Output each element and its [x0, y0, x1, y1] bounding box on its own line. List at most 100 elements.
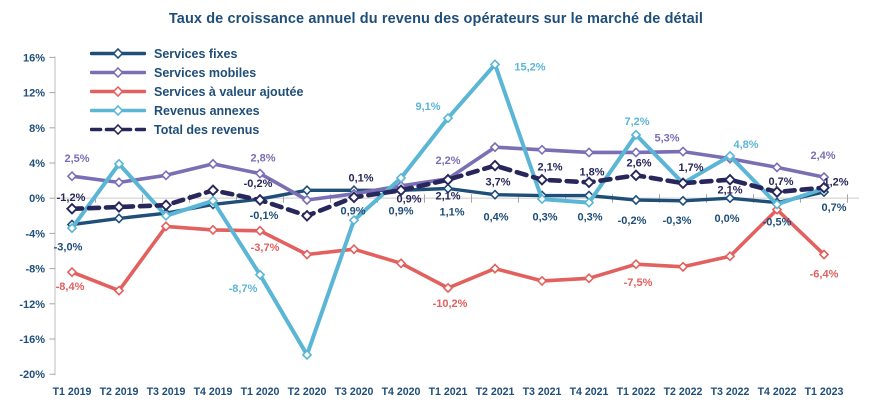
label-total-des-revenus-9: 3,7% [485, 177, 510, 189]
marker-total-des-revenus-1 [112, 200, 126, 214]
chart-title: Taux de croissance annuel du revenu des … [168, 11, 704, 27]
legend-label-total-des-revenus: Total des revenus [154, 122, 260, 137]
marker-revenus-annexes-1 [113, 158, 125, 170]
marker-total-des-revenus-2 [159, 199, 173, 212]
marker-total-des-revenus-5 [300, 209, 314, 222]
x-tick-11: T4 2021 [570, 386, 609, 398]
marker-services-mobiles-5 [301, 194, 313, 206]
marker-services-valeur-ajoutee-8 [442, 282, 454, 294]
marker-services-fixes-5 [301, 185, 313, 196]
x-tick-1: T2 2019 [100, 386, 139, 398]
marker-services-mobiles-1 [113, 177, 125, 188]
label-services-fixes-7: 0,9% [388, 205, 413, 217]
label-services-fixes-12: -0,2% [618, 215, 647, 227]
legend-item-services-mobiles: Services mobiles [90, 63, 303, 82]
label-services-fixes-16: 0,7% [821, 202, 846, 214]
marker-revenus-annexes-6 [348, 214, 360, 226]
y-tick-4: 4% [29, 158, 45, 170]
label-services-fixes-14: 0,0% [714, 213, 739, 225]
legend-swatch-total-des-revenus [90, 123, 146, 136]
label-total-des-revenus-7: 0,9% [396, 193, 421, 205]
x-tick-2: T3 2019 [147, 386, 186, 398]
legend-label-services-valeur-ajoutee: Services à valeur ajoutée [154, 84, 304, 99]
label-services-mobiles-0: 2,5% [64, 153, 89, 165]
y-tick-12: 12% [23, 88, 45, 100]
marker-services-mobiles-13 [677, 146, 689, 157]
marker-revenus-annexes-0 [66, 222, 78, 234]
label-services-fixes-4: -0,1% [250, 210, 279, 222]
chart-legend: Services fixes Services mobiles Services à… [90, 44, 303, 139]
marker-services-mobiles-4 [254, 168, 266, 179]
label-total-des-revenus-14: 2,1% [717, 185, 742, 197]
x-tick-0: T1 2019 [53, 386, 92, 398]
marker-total-des-revenus-6 [347, 191, 361, 204]
label-services-valeur-ajoutee-12: -7,5% [624, 277, 653, 289]
label-total-des-revenus-10: 2,1% [537, 162, 562, 174]
marker-total-des-revenus-15 [770, 185, 784, 199]
x-tick-14: T3 2022 [711, 386, 750, 398]
marker-revenus-annexes-7 [395, 172, 407, 184]
label-total-des-revenus-12: 2,6% [626, 157, 651, 169]
marker-total-des-revenus-0 [65, 202, 79, 215]
marker-total-des-revenus-9 [488, 159, 502, 172]
marker-total-des-revenus-3 [206, 184, 220, 197]
marker-services-valeur-ajoutee-16 [818, 249, 830, 260]
marker-services-valeur-ajoutee-11 [583, 273, 595, 284]
x-tick-4: T1 2020 [241, 386, 280, 398]
label-services-fixes-15: -0,5% [763, 217, 792, 229]
marker-services-fixes-12 [630, 194, 642, 206]
marker-revenus-annexes-4 [254, 269, 266, 280]
marker-revenus-annexes-5 [301, 349, 313, 361]
label-services-mobiles-13: 5,3% [654, 133, 679, 145]
marker-total-des-revenus-7 [394, 184, 408, 197]
marker-services-valeur-ajoutee-14 [724, 251, 736, 262]
marker-revenus-annexes-12 [630, 129, 642, 141]
x-tick-7: T4 2020 [382, 386, 421, 398]
legend-swatch-services-fixes [90, 47, 146, 60]
legend-swatch-services-valeur-ajoutee [90, 85, 146, 98]
y-tick--16: -16% [19, 334, 45, 346]
marker-services-valeur-ajoutee-4 [254, 225, 266, 236]
label-total-des-revenus-16: 1,2% [823, 177, 848, 189]
marker-services-mobiles-3 [207, 158, 219, 170]
marker-services-fixes-9 [489, 189, 501, 200]
marker-services-valeur-ajoutee-7 [395, 258, 407, 269]
legend-swatch-revenus-annexes [90, 104, 146, 117]
label-total-des-revenus-6: 0,1% [348, 172, 373, 184]
label-total-des-revenus-13: 1,7% [678, 162, 703, 174]
legend-swatch-services-mobiles [90, 66, 146, 79]
marker-services-valeur-ajoutee-15 [771, 204, 783, 215]
label-services-valeur-ajoutee-4: -3,7% [251, 242, 280, 254]
marker-services-valeur-ajoutee-10 [536, 275, 548, 287]
label-total-des-revenus-11: 1,8% [579, 166, 604, 178]
marker-total-des-revenus-16 [817, 181, 831, 194]
marker-services-mobiles-10 [536, 144, 548, 156]
x-tick-8: T1 2021 [429, 386, 468, 398]
label-revenus-annexes-4: -8,7% [229, 283, 258, 295]
marker-services-valeur-ajoutee-13 [677, 261, 689, 273]
label-revenus-annexes-14: 4,8% [733, 139, 758, 151]
marker-services-fixes-13 [677, 195, 689, 207]
marker-total-des-revenus-11 [582, 176, 596, 189]
legend-item-revenus-annexes: Revenus annexes [90, 101, 303, 120]
marker-services-mobiles-2 [160, 170, 172, 181]
label-services-valeur-ajoutee-8: -10,2% [433, 298, 468, 310]
label-services-valeur-ajoutee-0: -8,4% [56, 281, 85, 293]
label-services-mobiles-8: 2,2% [435, 155, 460, 167]
label-total-des-revenus-0: -1,2% [57, 192, 86, 204]
marker-services-fixes-14 [724, 192, 736, 204]
marker-services-valeur-ajoutee-2 [160, 221, 172, 232]
label-services-fixes-0: -3,0% [54, 242, 83, 254]
marker-revenus-annexes-10 [536, 193, 548, 205]
marker-services-fixes-8 [442, 183, 454, 194]
y-tick-0: 0% [29, 193, 45, 205]
marker-services-mobiles-12 [630, 147, 642, 158]
label-revenus-annexes-9: 15,2% [514, 61, 545, 73]
marker-revenus-annexes-8 [442, 112, 454, 124]
y-tick--20: -20% [19, 369, 45, 381]
label-services-fixes-13: -0,3% [663, 215, 692, 227]
y-tick--12: -12% [19, 299, 45, 311]
marker-total-des-revenus-10 [535, 173, 549, 186]
marker-services-valeur-ajoutee-0 [66, 266, 78, 278]
marker-services-mobiles-9 [489, 141, 501, 153]
